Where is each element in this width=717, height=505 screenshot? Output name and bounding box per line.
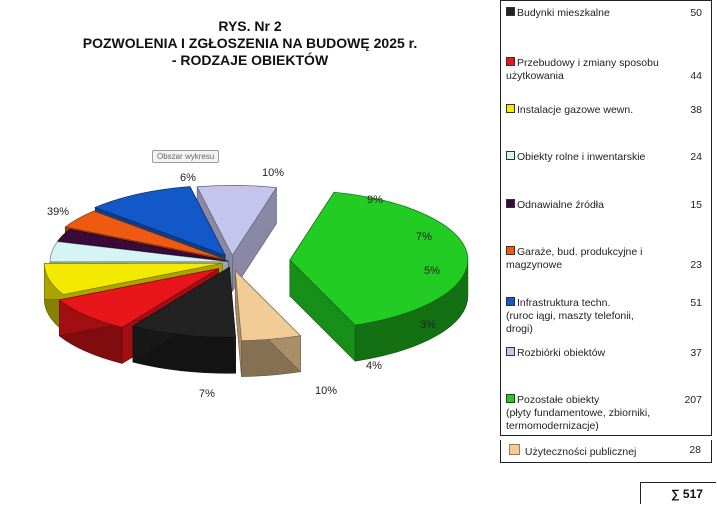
legend-label: drogi) xyxy=(506,323,533,335)
legend-value: 44 xyxy=(690,70,702,82)
legend-item: Rozbiórki obiektów 37 xyxy=(506,347,710,360)
pie-slice xyxy=(131,266,236,338)
legend-swatch xyxy=(506,104,515,113)
legend-item: Pozostałe obiekty (płyty fundamentowe, zb… xyxy=(506,394,710,433)
legend-label: Budynki mieszkalne xyxy=(517,7,610,19)
pie-percent-label: 3% xyxy=(420,319,436,331)
legend-value: 51 xyxy=(690,297,702,309)
pie-slice xyxy=(289,191,469,326)
legend-label: Garaże, bud. produkcyjne i xyxy=(517,246,643,258)
chart-area-tooltip: Obszar wykresu xyxy=(152,150,220,163)
pie-slice xyxy=(64,210,224,260)
total-box: ∑ 517 xyxy=(640,482,716,504)
legend-swatch xyxy=(506,7,515,16)
pie-slice xyxy=(58,268,219,328)
legend-swatch xyxy=(506,246,515,255)
legend-swatch xyxy=(506,151,515,160)
legend-label: użytkowania xyxy=(506,70,564,82)
legend-swatch xyxy=(506,199,515,208)
legend-item-public: Użyteczności publicznej 28 xyxy=(500,440,712,463)
legend-label: Użyteczności publicznej xyxy=(524,446,637,458)
legend-swatch xyxy=(506,57,515,66)
pie-percent-label: 6% xyxy=(180,172,196,184)
title-line-3: - RODZAJE OBIEKTÓW xyxy=(171,52,329,68)
legend-value: 207 xyxy=(684,394,702,406)
legend-item: Przebudowy i zmiany sposobu użytkowania 44 xyxy=(506,57,710,83)
pie-percent-label: 10% xyxy=(262,167,284,179)
legend-label: Instalacje gazowe wewn. xyxy=(517,104,634,116)
legend-label: Przebudowy i zmiany sposobu xyxy=(517,57,659,69)
pie-slice xyxy=(196,185,278,257)
legend-item: Garaże, bud. produkcyjne i magzynowe 23 xyxy=(506,246,710,272)
legend-label: Pozostałe obiekty xyxy=(517,394,600,406)
legend-item: Odnawialne źródła 15 xyxy=(506,199,710,212)
legend-value: 38 xyxy=(690,104,702,116)
legend-label: (ruroc iągi, maszty telefonii, xyxy=(506,310,634,322)
legend-swatch xyxy=(509,444,520,455)
legend-item: Budynki mieszkalne 50 xyxy=(506,7,710,20)
pie-percent-label: 39% xyxy=(47,206,69,218)
legend-item: Instalacje gazowe wewn. 38 xyxy=(506,104,710,117)
legend-item: Obiekty rolne i inwentarskie 24 xyxy=(506,151,710,164)
legend-swatch xyxy=(506,297,515,306)
legend-value: 50 xyxy=(690,7,702,19)
chart-title: RYS. Nr 2 POZWOLENIA I ZGŁOSZENIA NA BUD… xyxy=(0,18,500,69)
pie-slice xyxy=(94,186,226,256)
pie-percent-label: 10% xyxy=(315,385,337,397)
legend-swatch xyxy=(506,347,515,356)
pie-percent-label: 4% xyxy=(366,360,382,372)
legend-value: 24 xyxy=(690,151,702,163)
legend-value: 37 xyxy=(690,347,702,359)
legend-label: Infrastruktura techn. xyxy=(517,297,611,309)
pie-slice xyxy=(49,241,229,263)
legend-label: termomodernizacje) xyxy=(506,420,599,432)
pie-percent-label: 9% xyxy=(367,194,383,206)
legend-label: Obiekty rolne i inwentarskie xyxy=(517,151,646,163)
legend-label: Odnawialne źródła xyxy=(517,199,604,211)
legend-label: (płyty fundamentowe, zbiorniki, xyxy=(506,407,651,419)
title-line-1: RYS. Nr 2 xyxy=(218,18,282,34)
legend: Budynki mieszkalne 50 Przebudowy i zmiany … xyxy=(500,0,712,436)
pie-percent-label: 5% xyxy=(424,265,440,277)
pie-slice xyxy=(57,228,229,262)
legend-value: 15 xyxy=(690,199,702,211)
legend-label: Rozbiórki obiektów xyxy=(517,347,606,359)
legend-value: 23 xyxy=(690,259,702,271)
legend-label: magzynowe xyxy=(506,259,563,271)
pie-percent-label: 7% xyxy=(199,388,215,400)
pie-chart: 10% 9% 7% 5% 3% 4% 10% 7% 39% 6% xyxy=(43,167,469,400)
pie-slice xyxy=(43,262,223,295)
pie-percent-label: 7% xyxy=(416,231,432,243)
legend-swatch xyxy=(506,394,515,403)
legend-value: 28 xyxy=(689,444,701,456)
title-line-2: POZWOLENIA I ZGŁOSZENIA NA BUDOWĘ 2025 r… xyxy=(82,35,418,51)
pie-slice xyxy=(234,269,302,341)
legend-item: Infrastruktura techn. (ruroc iągi, maszty… xyxy=(506,297,710,336)
